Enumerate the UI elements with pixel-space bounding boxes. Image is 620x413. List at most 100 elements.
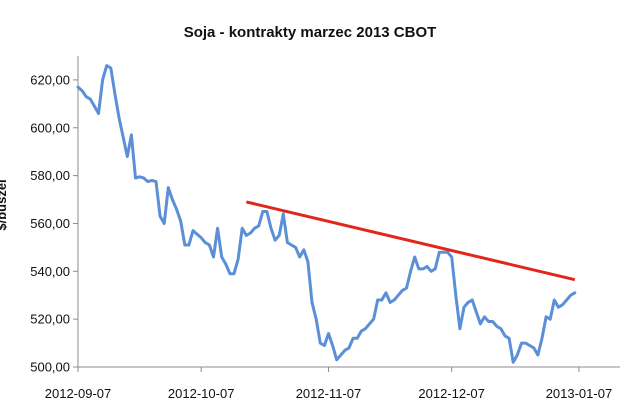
data-point xyxy=(347,346,351,350)
data-point xyxy=(126,155,129,158)
data-point xyxy=(409,270,412,273)
data-point xyxy=(454,294,457,297)
data-point xyxy=(479,322,482,326)
data-point xyxy=(306,260,310,263)
data-point xyxy=(405,286,408,290)
data-point xyxy=(122,136,125,139)
y-tick-label: 600,00 xyxy=(30,120,70,135)
series-line xyxy=(76,64,577,364)
y-tick-label: 520,00 xyxy=(30,312,70,327)
y-tick-label: 580,00 xyxy=(30,168,70,183)
data-point xyxy=(253,227,256,230)
data-point xyxy=(142,176,145,180)
data-point xyxy=(540,337,544,340)
data-point xyxy=(356,337,359,340)
data-point xyxy=(117,117,121,120)
data-point xyxy=(553,298,556,302)
data-point xyxy=(339,353,342,357)
data-point xyxy=(138,175,141,178)
data-point xyxy=(278,234,281,237)
data-point xyxy=(257,224,260,228)
data-point xyxy=(179,219,182,223)
data-point xyxy=(163,222,166,225)
y-tick-label: 620,00 xyxy=(30,72,70,87)
data-point xyxy=(380,298,383,302)
data-point xyxy=(236,258,240,261)
data-point xyxy=(101,78,104,82)
data-point xyxy=(113,93,117,96)
data-point xyxy=(343,349,347,352)
data-point xyxy=(134,176,137,180)
data-point xyxy=(208,243,211,247)
data-point xyxy=(438,251,441,254)
data-point xyxy=(323,344,326,347)
data-point xyxy=(397,294,400,297)
data-point xyxy=(450,255,453,259)
data-point xyxy=(261,210,264,213)
data-point xyxy=(315,318,318,321)
data-point xyxy=(565,298,568,302)
data-point xyxy=(265,210,269,213)
data-point xyxy=(175,207,178,211)
data-point xyxy=(195,233,199,236)
data-point xyxy=(130,133,133,137)
data-point xyxy=(569,294,572,297)
data-point xyxy=(462,306,466,309)
data-point xyxy=(85,95,88,98)
data-point xyxy=(528,344,531,347)
y-axis-ticks: 500,00 520,00 540,00 560,00 580,00 600,00 620,… xyxy=(30,72,78,375)
data-point xyxy=(286,241,289,244)
data-point xyxy=(76,85,80,89)
x-axis-ticks: 2012-09-07 2012-10-07 2012-11-07 2012-12-07… xyxy=(45,367,612,401)
data-point xyxy=(269,227,273,230)
data-point xyxy=(368,322,371,326)
data-point xyxy=(549,318,552,321)
data-point xyxy=(561,303,564,306)
data-point xyxy=(512,361,515,364)
y-axis-label-group: $/buszel xyxy=(0,179,9,230)
data-point xyxy=(421,267,425,271)
data-point xyxy=(80,89,84,92)
data-point xyxy=(241,227,244,230)
data-point xyxy=(446,251,449,254)
data-point xyxy=(384,291,388,294)
data-point xyxy=(183,243,186,247)
data-point xyxy=(154,180,158,183)
data-point xyxy=(393,298,396,302)
data-point xyxy=(232,272,236,275)
x-tick-label: 2012-12-07 xyxy=(418,386,485,401)
data-point xyxy=(146,180,149,183)
data-point xyxy=(331,344,334,347)
data-point xyxy=(434,267,437,271)
data-point xyxy=(458,327,462,330)
data-point xyxy=(388,301,392,304)
data-point xyxy=(93,105,96,108)
data-point xyxy=(532,346,535,350)
data-point xyxy=(544,315,548,318)
data-point xyxy=(499,327,503,330)
data-point xyxy=(224,262,227,266)
x-tick-label: 2012-11-07 xyxy=(296,386,362,401)
data-point xyxy=(167,186,170,189)
data-point xyxy=(466,301,470,304)
x-tick-label: 2012-10-07 xyxy=(168,386,235,401)
data-point xyxy=(97,112,100,115)
data-point xyxy=(372,318,375,321)
data-point xyxy=(335,358,338,361)
data-point xyxy=(212,255,215,259)
data-point xyxy=(327,332,330,335)
data-point xyxy=(310,301,314,304)
data-point xyxy=(298,255,301,259)
data-point xyxy=(294,246,297,249)
data-point xyxy=(376,298,379,302)
data-point xyxy=(302,248,305,251)
data-point xyxy=(524,341,527,345)
data-point xyxy=(491,320,494,323)
data-point xyxy=(171,198,174,201)
data-point xyxy=(520,341,523,345)
data-point xyxy=(191,229,195,232)
x-tick-label: 2012-09-07 xyxy=(45,386,112,401)
data-point xyxy=(429,270,433,273)
data-point xyxy=(483,315,486,318)
